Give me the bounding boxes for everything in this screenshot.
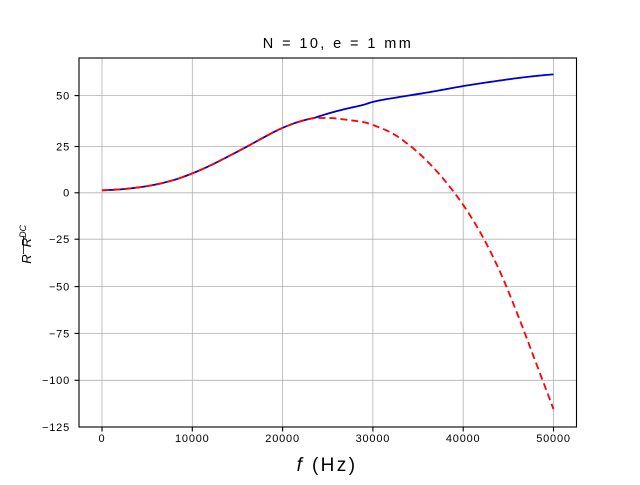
svg-text:20000: 20000 <box>265 433 300 445</box>
svg-text:R: R <box>19 254 34 263</box>
svg-text:30000: 30000 <box>356 433 391 445</box>
svg-text:−50: −50 <box>49 282 70 294</box>
svg-text:50: 50 <box>56 91 70 103</box>
svg-text:N = 10, e = 1 mm: N = 10, e = 1 mm <box>263 36 413 52</box>
svg-text:0: 0 <box>99 433 106 445</box>
svg-text:40000: 40000 <box>446 433 481 445</box>
svg-text:25: 25 <box>56 141 70 153</box>
svg-text:0: 0 <box>63 188 70 200</box>
svg-text:−25: −25 <box>49 234 70 246</box>
svg-text:−75: −75 <box>49 328 70 340</box>
svg-text:50000: 50000 <box>536 433 571 445</box>
svg-text:10000: 10000 <box>175 433 210 445</box>
svg-text:−100: −100 <box>42 375 70 387</box>
svg-text:−125: −125 <box>42 422 70 434</box>
svg-text:f (Hz): f (Hz) <box>297 455 358 476</box>
